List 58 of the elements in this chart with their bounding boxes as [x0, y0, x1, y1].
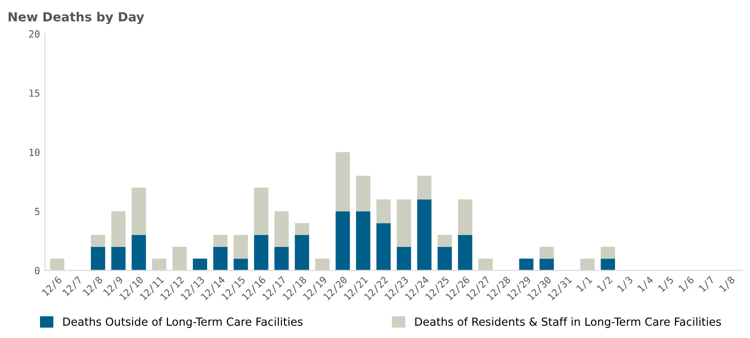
- bar: [438, 246, 452, 270]
- bar: [274, 246, 289, 270]
- bar: [376, 199, 391, 224]
- bar: [336, 211, 350, 270]
- chart-title: New Deaths by Day: [8, 12, 144, 24]
- bar: [458, 199, 472, 235]
- legend-label: Deaths of Residents & Staff in Long-Term Care Facilities: [415, 317, 721, 328]
- bar: [132, 188, 146, 235]
- bar: [540, 258, 554, 270]
- y-tick-label: 0: [34, 266, 40, 274]
- bar: [90, 234, 106, 247]
- bar: [458, 234, 472, 270]
- y-tick-label: 15: [30, 90, 40, 97]
- bar: [111, 211, 126, 247]
- bar: [254, 188, 268, 235]
- legend-label: Deaths Outside of Long-Term Care Facilities: [63, 317, 303, 328]
- x-tick-label: 1/7: [698, 276, 716, 293]
- bar: [600, 246, 616, 259]
- x-tick-label: 1/2: [596, 276, 614, 293]
- y-tick-label: 20: [29, 30, 40, 38]
- bar: [356, 211, 370, 270]
- bar: [274, 211, 289, 247]
- bar: [111, 246, 126, 270]
- bar: [213, 246, 228, 270]
- bar: [438, 234, 452, 247]
- bar: [234, 234, 248, 259]
- x-tick-label: 1/6: [678, 276, 695, 293]
- x-tick-label: 1/1: [576, 276, 593, 293]
- bar: [132, 234, 146, 270]
- bar: [294, 223, 310, 235]
- bar: [417, 199, 432, 270]
- bar: [172, 246, 187, 270]
- bar: [152, 258, 166, 270]
- bar: [519, 258, 534, 270]
- bar: [417, 176, 432, 200]
- y-tick-label: 5: [34, 208, 40, 216]
- x-tick-label: 1/4: [637, 276, 654, 293]
- bar: [478, 258, 493, 270]
- bar: [254, 234, 268, 270]
- y-tick-label: 10: [30, 148, 40, 156]
- bar: [315, 258, 330, 270]
- x-tick-label: 1/3: [616, 276, 634, 293]
- bar: [376, 223, 391, 270]
- bar: [396, 199, 412, 247]
- bar: [213, 234, 228, 247]
- x-tick-label: 1/8: [718, 276, 736, 293]
- bar: [234, 258, 248, 270]
- bar: [192, 258, 208, 270]
- bar: [580, 258, 595, 270]
- x-tick-label: 1/5: [658, 276, 674, 293]
- bar: [356, 176, 370, 212]
- bar: [294, 234, 310, 270]
- bar: [336, 152, 350, 212]
- bar: [90, 246, 106, 270]
- bar: [50, 258, 64, 270]
- bar: [600, 258, 616, 270]
- bar: [396, 246, 412, 270]
- bar: [540, 246, 554, 259]
